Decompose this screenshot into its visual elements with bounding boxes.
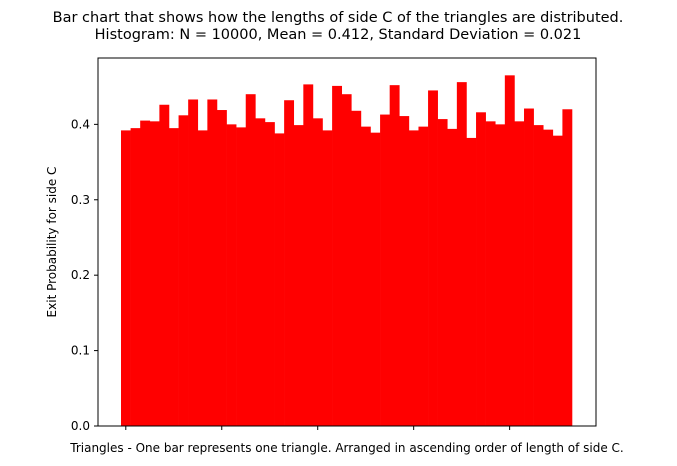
bar-2	[130, 128, 141, 426]
bar-34	[437, 119, 448, 426]
bar-31	[408, 130, 419, 426]
bar-4	[149, 121, 160, 426]
bar-28	[380, 114, 390, 426]
plot-frame	[97, 57, 597, 427]
bar-45	[543, 129, 554, 426]
bar-5	[159, 104, 170, 426]
bar-35	[447, 128, 458, 426]
x-axis-label: Triangles - One bar represents one trian…	[69, 441, 624, 455]
bar-11	[216, 110, 227, 426]
bar-36	[456, 82, 467, 426]
bar-30	[399, 116, 410, 426]
chart-subtitle: Histogram: N = 10000, Mean = 0.412, Stan…	[95, 27, 582, 43]
bar-15	[255, 118, 266, 426]
bar-22	[322, 130, 333, 426]
bar-37	[466, 137, 477, 426]
chart-title: Bar chart that shows how the lengths of …	[53, 10, 624, 26]
bar-26	[360, 126, 371, 427]
bar-18	[284, 100, 295, 426]
bar-13	[236, 127, 247, 426]
y-tick-label: 0.1	[71, 344, 90, 358]
y-tick-label: 0.2	[71, 268, 90, 282]
bar-23	[332, 85, 343, 427]
bar-25	[351, 110, 362, 426]
x-axis	[125, 426, 511, 430]
y-tick-label: 0.3	[71, 193, 90, 207]
bar-42	[514, 121, 525, 426]
bar-32	[418, 126, 429, 427]
bar-21	[312, 118, 323, 426]
bar-38	[476, 112, 486, 427]
bar-19	[293, 125, 304, 427]
bar-9	[197, 130, 208, 426]
bar-46	[552, 135, 563, 427]
bar-44	[533, 125, 544, 427]
bar-16	[264, 122, 275, 426]
bar-27	[370, 132, 381, 426]
bar-8	[188, 99, 199, 426]
bar-14	[245, 94, 256, 426]
bar-6	[168, 128, 179, 426]
bar-43	[524, 108, 534, 427]
bar-40	[495, 124, 506, 427]
bar-29	[389, 85, 400, 427]
bar-3	[140, 120, 151, 426]
y-tick-label: 0.4	[71, 117, 90, 131]
bar-41	[504, 75, 515, 426]
bar-17	[274, 133, 285, 426]
bar-12	[226, 124, 237, 427]
y-tick-label: 0.0	[71, 419, 90, 433]
y-axis-label: Exit Probability for side C	[45, 167, 59, 318]
bar-24	[341, 94, 352, 426]
bar-20	[303, 84, 314, 426]
bar-39	[485, 121, 496, 426]
bar-7	[178, 115, 189, 426]
bar-47	[562, 109, 573, 426]
bars-group	[121, 75, 573, 427]
bar-33	[428, 90, 438, 427]
bar-1	[121, 130, 131, 426]
y-axis: 0.0 0.1 0.2 0.3 0.4	[71, 117, 98, 433]
bar-10	[207, 99, 218, 426]
